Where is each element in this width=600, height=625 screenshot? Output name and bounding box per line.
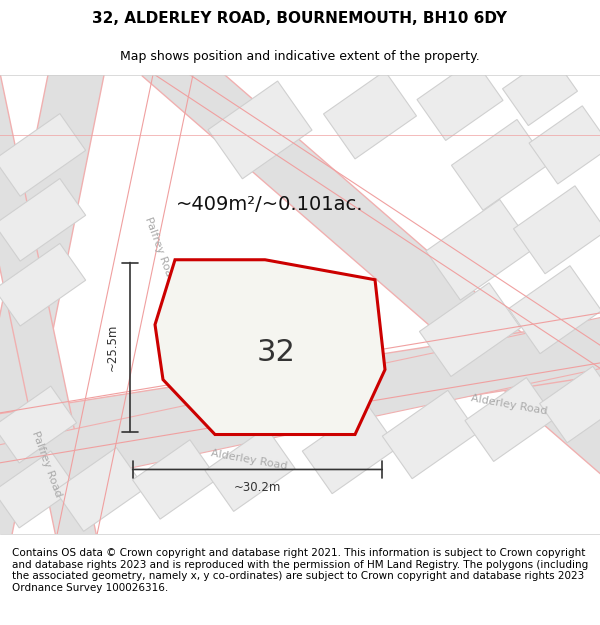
Polygon shape <box>417 59 503 141</box>
Text: 32: 32 <box>257 338 295 367</box>
Text: Contains OS data © Crown copyright and database right 2021. This information is : Contains OS data © Crown copyright and d… <box>12 548 588 592</box>
Polygon shape <box>0 243 86 326</box>
Text: ~25.5m: ~25.5m <box>106 324 119 371</box>
Polygon shape <box>208 81 312 179</box>
Polygon shape <box>133 440 217 519</box>
Polygon shape <box>503 54 577 126</box>
Polygon shape <box>0 451 77 528</box>
Text: Map shows position and indicative extent of the property.: Map shows position and indicative extent… <box>120 50 480 62</box>
Polygon shape <box>0 318 600 472</box>
Text: ~409m²/~0.101ac.: ~409m²/~0.101ac. <box>176 196 364 214</box>
Polygon shape <box>142 34 600 475</box>
Polygon shape <box>0 49 107 560</box>
Text: Alderley Road: Alderley Road <box>210 448 288 471</box>
Text: Palfrey Road: Palfrey Road <box>30 430 63 499</box>
Text: ~30.2m: ~30.2m <box>234 481 281 494</box>
Text: Palfrey Road: Palfrey Road <box>143 216 176 284</box>
Polygon shape <box>451 119 548 210</box>
Polygon shape <box>55 448 145 531</box>
Polygon shape <box>0 71 100 558</box>
Text: 32, ALDERLEY ROAD, BOURNEMOUTH, BH10 6DY: 32, ALDERLEY ROAD, BOURNEMOUTH, BH10 6DY <box>92 11 508 26</box>
Polygon shape <box>0 386 77 463</box>
Polygon shape <box>323 71 416 159</box>
Polygon shape <box>509 266 600 354</box>
Polygon shape <box>382 391 478 479</box>
Polygon shape <box>539 366 600 442</box>
Polygon shape <box>514 186 600 274</box>
Polygon shape <box>302 405 398 494</box>
Polygon shape <box>0 114 86 196</box>
Polygon shape <box>205 428 295 511</box>
Polygon shape <box>529 106 600 184</box>
Polygon shape <box>419 283 521 376</box>
Polygon shape <box>155 260 385 434</box>
Polygon shape <box>465 378 555 461</box>
Text: Alderley Road: Alderley Road <box>470 393 548 416</box>
Polygon shape <box>426 199 534 300</box>
Polygon shape <box>0 310 600 499</box>
Polygon shape <box>0 179 86 261</box>
